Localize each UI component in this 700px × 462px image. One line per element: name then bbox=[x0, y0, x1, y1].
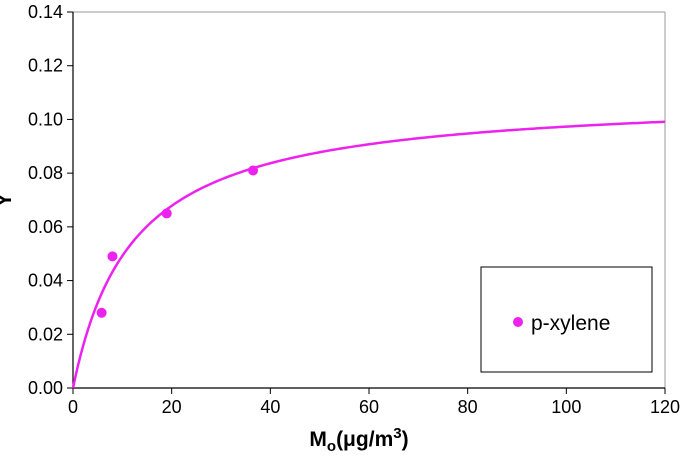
y-tick-label: 0.10 bbox=[28, 109, 63, 129]
x-axis-title-main: M bbox=[309, 428, 327, 451]
x-tick-label: 40 bbox=[260, 397, 280, 417]
y-tick-label: 0.12 bbox=[28, 56, 63, 76]
x-axis-title-subscript: o bbox=[327, 438, 336, 455]
fit-curve-layer bbox=[71, 120, 666, 389]
x-tick-label: 120 bbox=[650, 397, 680, 417]
y-tick-label: 0.02 bbox=[28, 324, 63, 344]
data-point bbox=[248, 165, 259, 176]
y-tick-label: 0.04 bbox=[28, 271, 63, 291]
y-axis-ticks: 0.00 0.02 0.04 0.06 0.08 0.10 0.12 0.14 bbox=[28, 2, 73, 398]
legend: p-xylene bbox=[480, 266, 653, 373]
x-tick-label: 20 bbox=[162, 397, 182, 417]
data-point bbox=[96, 307, 107, 318]
data-point bbox=[161, 208, 172, 219]
x-tick-label: 0 bbox=[68, 397, 78, 417]
legend-box bbox=[480, 266, 653, 373]
x-axis-title: Mo(μg/m3) bbox=[309, 425, 408, 455]
y-tick-label: 0.14 bbox=[28, 2, 63, 22]
y-tick-label: 0.06 bbox=[28, 217, 63, 237]
x-tick-label: 60 bbox=[359, 397, 379, 417]
x-axis-title-units: (μg/m bbox=[336, 428, 393, 451]
x-tick-label: 100 bbox=[551, 397, 581, 417]
x-axis-ticks: 0 20 40 60 80 100 120 bbox=[68, 388, 680, 417]
x-tick-label: 80 bbox=[458, 397, 478, 417]
data-point bbox=[107, 251, 118, 262]
x-axis-title-units-close: ) bbox=[402, 428, 409, 451]
legend-label: p-xylene bbox=[531, 312, 610, 335]
y-tick-label: 0.00 bbox=[28, 378, 63, 398]
fit-curve-line bbox=[71, 120, 666, 389]
legend-marker bbox=[513, 317, 523, 327]
y-tick-label: 0.08 bbox=[28, 163, 63, 183]
x-axis-title-superscript: 3 bbox=[393, 425, 401, 442]
data-points-layer bbox=[96, 165, 259, 318]
y-axis-title: Y bbox=[0, 193, 16, 207]
